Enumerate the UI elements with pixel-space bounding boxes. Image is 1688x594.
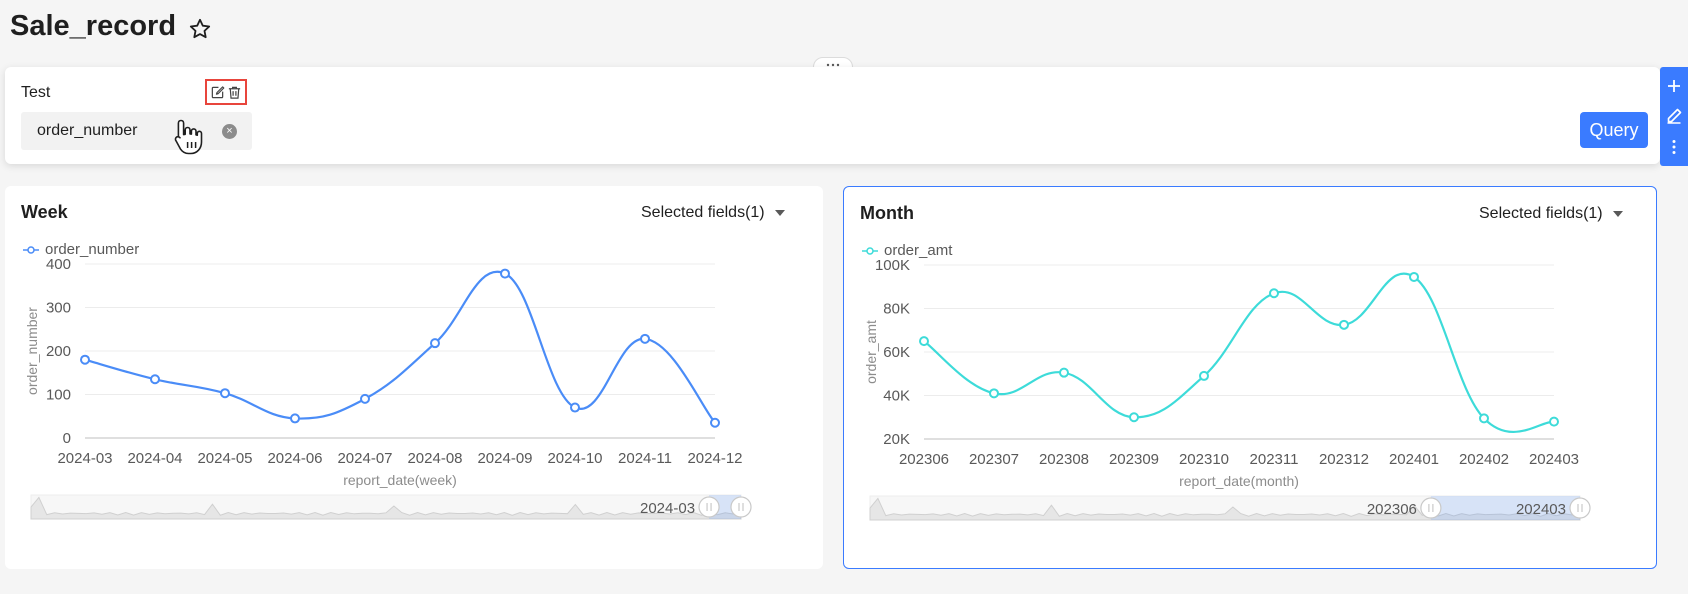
data-point (1410, 273, 1418, 281)
edit-icon[interactable] (210, 85, 225, 100)
x-tick-label: 202306 (899, 451, 949, 468)
plus-icon[interactable] (1665, 77, 1683, 95)
selected-fields-label: Selected fields(1) (1479, 205, 1603, 223)
zoom-handle (731, 497, 751, 517)
week-chart-card[interactable]: 0 100 200 300 400 2024-03 2024-04 2024-05 2024-0… (5, 186, 823, 569)
y-tick-label: 200 (46, 343, 71, 360)
legend-series-name: order_amt (884, 242, 952, 259)
x-tick-label: 202307 (969, 451, 1019, 468)
delete-icon[interactable] (227, 85, 242, 100)
filter-panel: Test order_number × Query (5, 67, 1660, 164)
y-tick-label: 300 (46, 300, 71, 317)
data-point (1480, 414, 1488, 422)
x-tick-label: 202312 (1319, 451, 1369, 468)
zoom-start-label: 202306 (1367, 501, 1417, 518)
y-axis-title: order_number (24, 307, 40, 395)
query-button[interactable]: Query (1580, 112, 1648, 148)
y-tick-label: 0 (63, 430, 71, 447)
star-icon[interactable] (188, 17, 212, 41)
x-tick-label: 2024-08 (407, 450, 462, 467)
chart-legend[interactable]: order_amt (862, 242, 952, 259)
series-line (85, 272, 715, 423)
series-line (924, 274, 1554, 432)
data-point (221, 389, 229, 397)
legend-series-name: order_number (45, 241, 139, 258)
x-tick-label: 202310 (1179, 451, 1229, 468)
month-line-chart: 20K 40K 60K 80K 100K 202306 202307 202308 202309… (844, 187, 1658, 570)
x-tick-label: 2024-09 (477, 450, 532, 467)
side-toolbar (1660, 67, 1688, 166)
selected-fields-dropdown[interactable]: Selected fields(1) (641, 204, 785, 222)
chart-title: Month (860, 203, 914, 224)
x-tick-label: 2024-05 (197, 450, 252, 467)
data-point (920, 337, 928, 345)
x-axis-title: report_date(week) (343, 472, 457, 488)
legend-line-marker-icon (862, 246, 878, 256)
x-tick-label: 2024-11 (618, 450, 672, 467)
legend-line-marker-icon (23, 245, 39, 255)
filter-actions (205, 79, 247, 105)
filter-field-value: order_number (37, 122, 138, 140)
x-tick-label: 202401 (1389, 451, 1439, 468)
x-tick-label: 2024-10 (547, 450, 602, 467)
y-tick-label: 20K (883, 431, 910, 448)
data-point (291, 414, 299, 422)
x-tick-label: 2024-06 (267, 450, 322, 467)
month-chart-card[interactable]: 20K 40K 60K 80K 100K 202306 202307 202308 202309… (843, 186, 1657, 569)
x-axis-title: report_date(month) (1179, 473, 1299, 489)
filter-field-chip[interactable]: order_number × (21, 112, 252, 150)
data-point (711, 419, 719, 427)
data-point (361, 395, 369, 403)
x-tick-label: 202402 (1459, 451, 1509, 468)
data-point (1270, 289, 1278, 297)
x-tick-label: 202309 (1109, 451, 1159, 468)
pencil-icon[interactable] (1665, 107, 1683, 125)
y-tick-label: 400 (46, 256, 71, 273)
data-point (501, 270, 509, 278)
selected-fields-dropdown[interactable]: Selected fields(1) (1479, 205, 1623, 223)
x-tick-label: 202311 (1250, 451, 1299, 468)
selected-fields-label: Selected fields(1) (641, 204, 765, 222)
filter-label: Test (21, 84, 50, 102)
y-tick-label: 40K (883, 388, 910, 405)
hand-cursor-icon (172, 117, 206, 157)
data-point (1550, 418, 1558, 426)
data-point (151, 375, 159, 383)
caret-down-icon (775, 210, 785, 216)
zoom-end-label: 202403 (1516, 501, 1566, 518)
zoom-start-label: 2024-03 (640, 500, 695, 517)
data-point (1340, 321, 1348, 329)
data-point (431, 339, 439, 347)
data-point (1200, 372, 1208, 380)
data-point (641, 335, 649, 343)
data-point (1060, 369, 1068, 377)
data-point (81, 356, 89, 364)
chart-legend[interactable]: order_number (23, 241, 139, 258)
page-title: Sale_record (10, 10, 176, 43)
y-tick-label: 60K (883, 344, 910, 361)
zoom-handle (699, 497, 719, 517)
clear-icon[interactable]: × (222, 124, 237, 139)
zoom-handle (1570, 498, 1590, 518)
data-point (571, 404, 579, 412)
more-vertical-icon[interactable] (1665, 138, 1683, 156)
x-tick-label: 2024-07 (337, 450, 392, 467)
x-tick-label: 2024-04 (127, 450, 182, 467)
data-point (1130, 413, 1138, 421)
chart-title: Week (21, 202, 68, 223)
y-tick-label: 80K (883, 301, 910, 318)
y-tick-label: 100 (46, 387, 71, 404)
x-tick-label: 202403 (1529, 451, 1579, 468)
caret-down-icon (1613, 211, 1623, 217)
x-tick-label: 2024-12 (687, 450, 742, 467)
data-point (990, 389, 998, 397)
x-tick-label: 2024-03 (57, 450, 112, 467)
x-tick-label: 202308 (1039, 451, 1089, 468)
y-tick-label: 100K (875, 257, 910, 274)
zoom-handle (1421, 498, 1441, 518)
y-axis-title: order_amt (863, 320, 879, 384)
